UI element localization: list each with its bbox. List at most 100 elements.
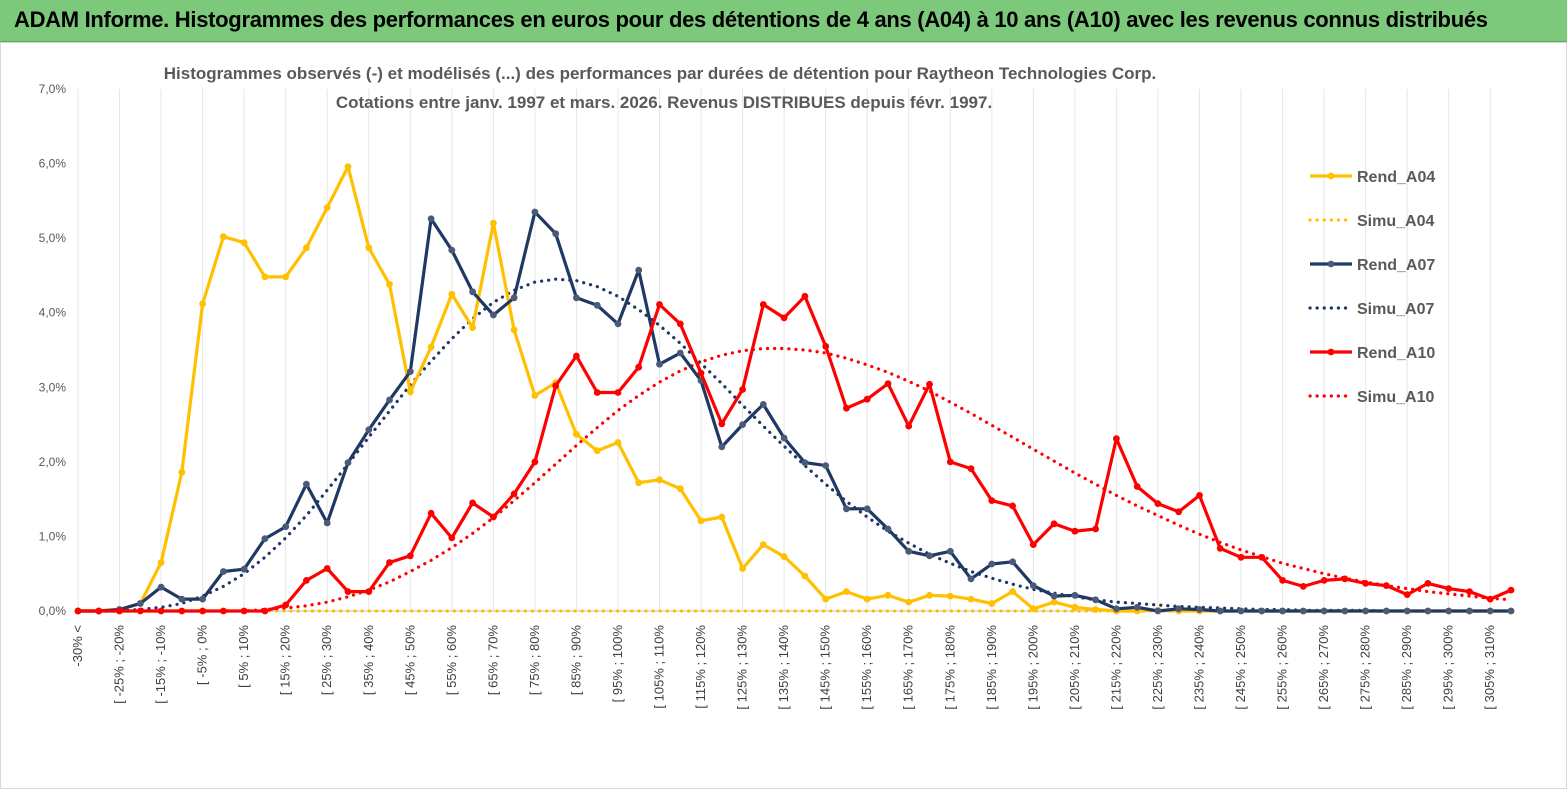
data-point (614, 389, 622, 396)
data-point (1154, 500, 1162, 507)
data-point (905, 422, 913, 430)
data-point (510, 490, 518, 498)
data-point (676, 349, 684, 357)
data-point (1113, 435, 1120, 443)
data-point (988, 560, 996, 568)
legend-label: Simu_A04 (1357, 213, 1434, 230)
data-point (780, 553, 788, 560)
x-tick-label: [ 235% ; 240% (1191, 625, 1206, 710)
chart-area (0, 42, 1567, 789)
data-point (739, 565, 746, 572)
data-point (801, 459, 809, 466)
data-point (1486, 595, 1494, 603)
legend-item: Simu_A04 (1308, 213, 1434, 230)
data-point (178, 595, 186, 603)
x-tick-label: [ 135% ; 140% (776, 625, 791, 710)
x-tick-label: -30% < (70, 625, 85, 667)
data-point (406, 368, 414, 375)
data-point (490, 219, 497, 227)
data-point (365, 244, 373, 252)
data-point (1133, 483, 1141, 490)
data-point (863, 595, 871, 603)
data-point (1341, 607, 1349, 615)
data-point (697, 517, 705, 525)
data-point (635, 266, 643, 274)
data-point (1216, 607, 1224, 615)
data-point (780, 434, 788, 442)
data-point (1320, 577, 1328, 584)
x-tick-label: [ 45% ; 50% (402, 625, 417, 696)
data-point (1486, 607, 1494, 615)
data-point (261, 273, 269, 281)
data-point (1507, 607, 1515, 615)
series-simu-a10 (76, 346, 1513, 613)
data-point (1237, 607, 1245, 615)
data-point (593, 301, 601, 309)
data-point (448, 534, 456, 542)
x-tick-label: [ 285% ; 290% (1399, 625, 1414, 710)
data-point (1466, 588, 1473, 595)
x-tick-label: [ 105% ; 110% (652, 625, 667, 709)
data-point (843, 505, 850, 513)
data-point (220, 568, 227, 575)
x-tick-label: [ 95% ; 100% (610, 625, 625, 703)
data-point (1424, 607, 1432, 615)
data-point (365, 426, 373, 434)
legend-label: Rend_A10 (1357, 345, 1435, 362)
data-point (323, 519, 331, 527)
data-point (1009, 588, 1016, 595)
data-point (240, 607, 248, 615)
x-tick-label: [ -25% ; -20% (112, 625, 127, 704)
data-point (282, 601, 290, 609)
data-point (1362, 580, 1369, 587)
data-point (157, 607, 165, 615)
x-tick-label: [ 115% ; 120% (693, 625, 708, 709)
data-point (220, 233, 227, 241)
data-point (926, 591, 933, 599)
x-tick-label: [ 245% ; 250% (1233, 625, 1248, 710)
data-point (1403, 607, 1411, 615)
data-point (946, 458, 954, 466)
data-point (863, 395, 871, 403)
data-point (199, 595, 207, 603)
data-point (884, 591, 892, 599)
data-point (1133, 603, 1141, 611)
y-tick-label: 2,0% (39, 455, 67, 469)
series-line (76, 346, 1513, 613)
y-tick-label: 7,0% (39, 82, 67, 96)
x-tick-label: [ 195% ; 200% (1025, 625, 1040, 710)
data-point (1466, 607, 1473, 615)
data-point (1279, 577, 1286, 584)
x-tick-label: [ 85% ; 90% (568, 625, 583, 696)
data-point (448, 246, 456, 254)
data-point (1341, 575, 1349, 583)
data-point (884, 525, 892, 533)
data-point (469, 499, 476, 507)
data-point (95, 607, 103, 615)
data-point (1009, 502, 1016, 510)
chart-subtitle: Cotations entre janv. 1997 et mars. 2026… (336, 93, 992, 112)
data-point (676, 485, 684, 493)
x-tick-label: [ 295% ; 300% (1441, 625, 1456, 710)
data-point (739, 421, 746, 428)
data-point (843, 404, 850, 412)
data-point (199, 300, 207, 308)
data-point (988, 600, 996, 607)
data-point (801, 292, 809, 300)
series-rend-a10 (74, 292, 1515, 615)
data-point (593, 389, 601, 396)
data-point (905, 547, 913, 555)
data-point (490, 311, 497, 319)
data-point (1092, 525, 1099, 533)
series-rend-a07 (74, 208, 1515, 615)
data-point (178, 468, 186, 476)
data-point (988, 497, 996, 504)
data-point (573, 352, 580, 360)
data-point (1445, 585, 1453, 592)
data-point (718, 420, 726, 428)
data-point (573, 294, 580, 302)
x-tick-label: [ 275% ; 280% (1358, 625, 1373, 710)
data-point (323, 565, 331, 572)
x-tick-label: [ 265% ; 270% (1316, 625, 1331, 710)
data-point (178, 607, 186, 615)
